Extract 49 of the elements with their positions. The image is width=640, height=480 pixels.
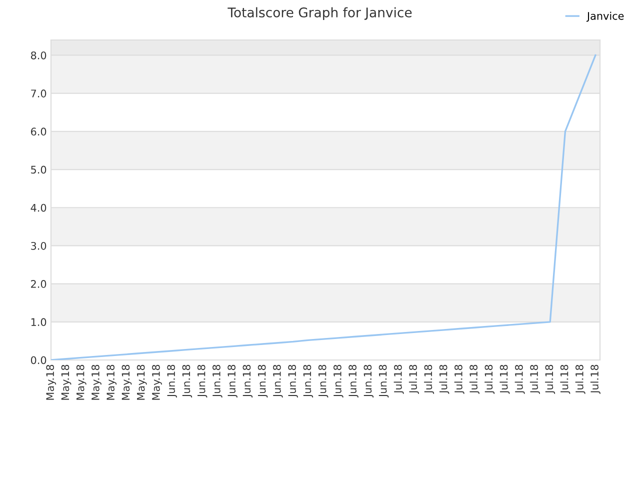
x-tick-label: Jul.18 [545,364,556,394]
x-tick-label: Jun.18 [167,364,177,398]
x-tick-label: Jul.18 [484,364,495,394]
x-tick-label: Jun.18 [273,364,283,398]
x-tick-label: Jul.18 [514,364,525,394]
x-tick-label: Jun.18 [364,364,374,398]
x-tick-label: May.18 [92,364,102,400]
y-tick-label: 5.0 [31,166,46,174]
x-tick-label: Jun.18 [303,364,314,398]
x-tick-label: Jul.18 [439,364,450,394]
chart-title: Totalscore Graph for Janvice [228,7,412,20]
y-tick-label: 6.0 [30,128,46,136]
x-tick-label: Jul.18 [530,364,540,394]
x-tick-label: Jun.18 [197,364,208,398]
x-tick-label: May.18 [152,364,162,400]
x-tick-label: Jul.18 [408,364,419,394]
x-tick-label: Jul.18 [500,364,510,394]
x-tick-label: Jul.18 [469,364,480,394]
x-tick-label: Jul.18 [560,364,570,394]
y-tick-label: 0.0 [30,356,46,364]
line-series [51,54,596,360]
x-tick-label: Jun.18 [242,364,253,398]
y-tick-label: 2.0 [31,280,46,288]
legend-label: Janvice [586,12,624,22]
x-tick-label: Jun.18 [288,364,298,398]
x-tick-label: Jul.18 [394,364,404,394]
x-tick-label: Jun.18 [182,364,192,398]
x-tick-label: May.18 [106,364,117,400]
x-tick-label: Jun.18 [228,364,238,398]
x-tick-label: May.18 [76,364,86,400]
y-tick-label: 7.0 [31,90,46,98]
x-tick-label: May.18 [136,364,147,400]
x-tick-label: Jun.18 [258,364,268,398]
x-tick-label: May.18 [122,364,132,400]
y-tick-label: 8.0 [30,51,46,60]
x-tick-label: Jul.18 [575,364,586,394]
x-tick-label: Jul.18 [454,364,464,394]
y-tick-label: 1.0 [31,318,46,326]
y-tick-label: 4.0 [30,204,46,212]
x-tick-label: May.18 [61,364,72,400]
x-tick-label: Jun.18 [334,364,344,398]
x-tick-label: Jul.18 [424,364,434,394]
x-tick-label: Jun.18 [378,364,389,398]
y-tick-label: 3.0 [31,242,46,250]
x-tick-label: Jun.18 [318,364,328,398]
x-tick-label: Jun.18 [212,364,222,398]
x-tick-label: Jun.18 [348,364,358,398]
x-tick-label: May.18 [46,364,56,400]
x-tick-label: Jul.18 [590,364,600,394]
